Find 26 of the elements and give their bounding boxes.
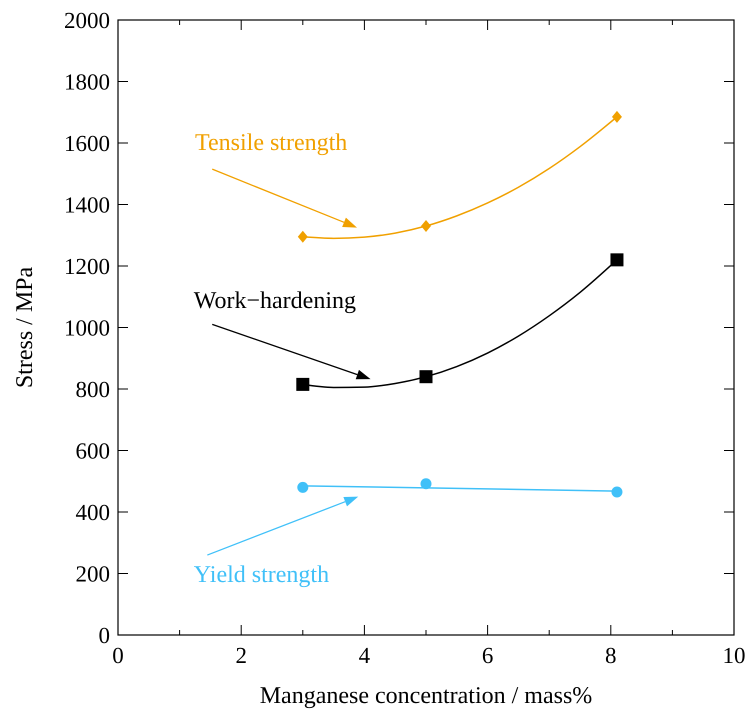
- point: [610, 253, 624, 266]
- x-tick-label: 4: [358, 643, 371, 668]
- y-tick-label: 1800: [64, 70, 110, 95]
- point: [612, 110, 622, 123]
- y-tick-label: 2000: [64, 8, 110, 34]
- y-tick-label: 1200: [64, 254, 110, 280]
- point: [297, 482, 308, 493]
- text: Work−hardening: [194, 288, 356, 314]
- x-tick-label: 6: [482, 643, 494, 668]
- text: Tensile strength: [195, 130, 348, 156]
- y-axis-title: Stress / MPa: [12, 266, 38, 388]
- x-tick-label: 10: [722, 643, 746, 668]
- point: [611, 486, 622, 498]
- y-tick-label: 600: [76, 438, 110, 464]
- x-tick-label: 8: [605, 643, 617, 668]
- y-tick-label: 1600: [64, 131, 110, 156]
- y-tick-label: 400: [76, 500, 110, 526]
- y-tick-label: 200: [76, 562, 110, 587]
- y-tick-label: 1400: [64, 192, 110, 218]
- x-axis-title: Manganese concentration / mass%: [260, 683, 592, 709]
- text: Yield strength: [194, 562, 330, 588]
- point: [296, 378, 310, 391]
- y-tick-label: 800: [76, 377, 110, 402]
- x-tick-label: 2: [235, 643, 247, 668]
- y-tick-label: 1000: [64, 316, 110, 341]
- y-tick-label: 0: [98, 623, 110, 648]
